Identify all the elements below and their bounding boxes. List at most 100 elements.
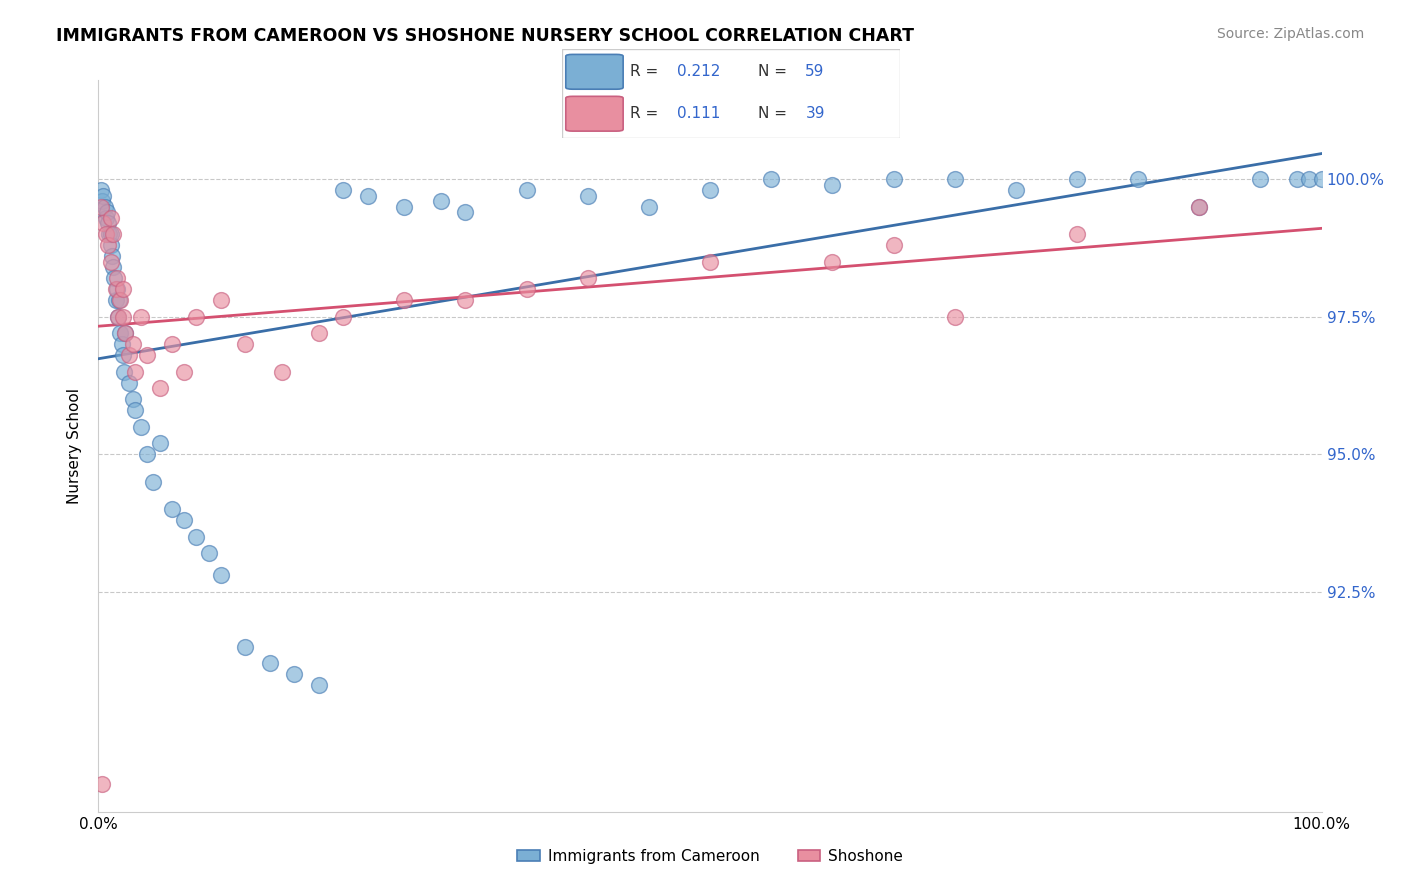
- Point: [96, 205, 118, 219]
- Point: [121, 337, 143, 351]
- Point: [111, 282, 134, 296]
- Point: [233, 640, 256, 654]
- Text: N =: N =: [758, 64, 792, 79]
- Point: [270, 365, 294, 379]
- Point: [454, 293, 477, 308]
- Point: [121, 392, 143, 407]
- Point: [209, 568, 232, 582]
- Point: [91, 216, 114, 230]
- FancyBboxPatch shape: [565, 54, 623, 89]
- Point: [576, 271, 599, 285]
- Point: [129, 419, 152, 434]
- Point: [943, 310, 966, 324]
- Point: [160, 337, 183, 351]
- Point: [107, 310, 129, 324]
- Point: [1188, 200, 1211, 214]
- Point: [576, 188, 599, 202]
- FancyBboxPatch shape: [562, 49, 900, 138]
- Point: [1298, 172, 1320, 186]
- Point: [110, 293, 132, 308]
- Point: [699, 254, 721, 268]
- Point: [111, 310, 134, 324]
- Point: [111, 337, 134, 351]
- FancyBboxPatch shape: [565, 96, 623, 131]
- Text: 0.212: 0.212: [678, 64, 720, 79]
- Point: [103, 271, 125, 285]
- Point: [100, 211, 122, 225]
- Point: [821, 178, 844, 192]
- Point: [104, 293, 127, 308]
- Point: [118, 348, 141, 362]
- Point: [110, 326, 132, 341]
- Point: [149, 436, 172, 450]
- Point: [516, 282, 538, 296]
- Text: N =: N =: [758, 106, 792, 120]
- Point: [105, 282, 128, 296]
- Y-axis label: Nursery School: Nursery School: [67, 388, 83, 504]
- Point: [259, 657, 281, 671]
- Point: [1250, 172, 1272, 186]
- Point: [94, 211, 117, 225]
- Point: [186, 530, 208, 544]
- Point: [124, 403, 146, 417]
- Point: [197, 546, 219, 560]
- Point: [308, 678, 330, 692]
- Point: [638, 200, 661, 214]
- Point: [699, 183, 721, 197]
- Point: [100, 254, 122, 268]
- Point: [90, 200, 112, 214]
- Point: [1310, 172, 1333, 186]
- Text: 59: 59: [806, 64, 825, 79]
- Point: [90, 183, 112, 197]
- Point: [91, 188, 114, 202]
- Point: [883, 238, 905, 252]
- Point: [1286, 172, 1309, 186]
- Point: [883, 172, 905, 186]
- Text: IMMIGRANTS FROM CAMEROON VS SHOSHONE NURSERY SCHOOL CORRELATION CHART: IMMIGRANTS FROM CAMEROON VS SHOSHONE NUR…: [56, 27, 914, 45]
- Point: [91, 194, 114, 209]
- Point: [430, 194, 453, 209]
- Point: [1188, 200, 1211, 214]
- Point: [97, 216, 120, 230]
- Point: [112, 365, 135, 379]
- Point: [1128, 172, 1150, 186]
- Point: [186, 310, 208, 324]
- Point: [114, 326, 136, 341]
- Point: [108, 293, 131, 308]
- Point: [516, 183, 538, 197]
- Point: [136, 348, 159, 362]
- Point: [160, 502, 183, 516]
- Text: R =: R =: [630, 64, 664, 79]
- Point: [107, 310, 129, 324]
- Point: [173, 365, 195, 379]
- Point: [209, 293, 232, 308]
- Point: [142, 475, 165, 489]
- Point: [91, 777, 114, 791]
- Point: [233, 337, 256, 351]
- Point: [124, 365, 146, 379]
- Point: [1066, 227, 1088, 242]
- Point: [129, 310, 152, 324]
- Point: [101, 227, 124, 242]
- Text: Source: ZipAtlas.com: Source: ZipAtlas.com: [1216, 27, 1364, 41]
- Point: [101, 249, 124, 263]
- Point: [283, 667, 305, 681]
- Point: [761, 172, 783, 186]
- Point: [111, 348, 134, 362]
- Point: [392, 293, 416, 308]
- Text: R =: R =: [630, 106, 668, 120]
- Point: [149, 381, 172, 395]
- Point: [98, 227, 121, 242]
- Text: 39: 39: [806, 106, 825, 120]
- Point: [308, 326, 330, 341]
- Point: [97, 238, 120, 252]
- Point: [392, 200, 416, 214]
- Point: [101, 260, 124, 275]
- Point: [105, 271, 128, 285]
- Legend: Immigrants from Cameroon, Shoshone: Immigrants from Cameroon, Shoshone: [510, 843, 910, 870]
- Point: [454, 205, 477, 219]
- Point: [94, 227, 117, 242]
- Point: [93, 200, 115, 214]
- Point: [943, 172, 966, 186]
- Point: [821, 254, 844, 268]
